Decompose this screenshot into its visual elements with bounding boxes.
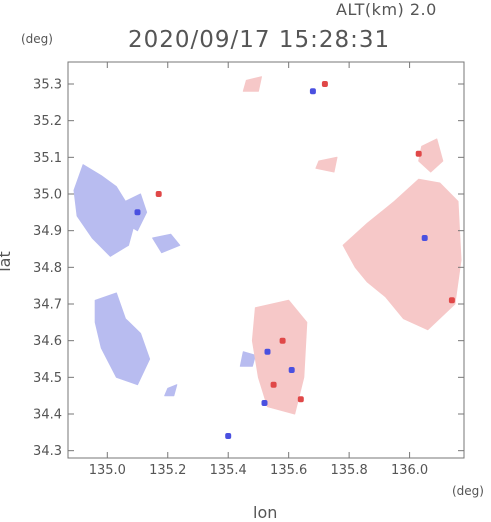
x-tick-label: 136.0 bbox=[391, 463, 428, 478]
echo-speckle-strong-receding bbox=[279, 337, 286, 344]
echo-speckle-strong-approaching bbox=[421, 235, 428, 241]
echo-speckle-strong-receding bbox=[448, 297, 455, 304]
y-tick-label: 34.8 bbox=[33, 261, 62, 276]
y-tick-label: 34.3 bbox=[33, 444, 62, 459]
x-tick-label: 135.2 bbox=[149, 463, 186, 478]
altitude-label: ALT(km) 2.0 bbox=[336, 0, 437, 19]
echo-region-receding bbox=[342, 178, 462, 331]
x-tick-label: 135.6 bbox=[270, 463, 307, 478]
x-tick-label: 135.0 bbox=[89, 463, 126, 478]
y-tick-label: 34.9 bbox=[33, 224, 62, 239]
echo-speckle-strong-receding bbox=[155, 191, 162, 197]
echo-speckle-strong-approaching bbox=[309, 88, 316, 95]
y-tick-label: 34.7 bbox=[33, 298, 62, 313]
y-tick-label: 35.1 bbox=[33, 151, 62, 166]
x-tick-label: 135.4 bbox=[210, 463, 247, 478]
x-axis-unit: (deg) bbox=[452, 484, 484, 498]
plot-frame bbox=[67, 61, 465, 459]
echo-region-receding bbox=[315, 156, 338, 173]
echo-speckle-strong-approaching bbox=[134, 209, 141, 216]
axis-layer: 135.0 135.2 135.4 135.6 135.8 136.0 34.3 34.4 34… bbox=[33, 62, 464, 478]
echo-speckle-strong-receding bbox=[297, 396, 304, 403]
echo-region-approaching bbox=[164, 384, 178, 397]
echo-region-receding bbox=[251, 299, 308, 415]
echo-speckle-strong-approaching bbox=[261, 400, 268, 406]
echo-speckle-strong-approaching bbox=[288, 367, 295, 373]
echo-speckle-strong-receding bbox=[321, 81, 328, 87]
echo-region-approaching bbox=[152, 233, 181, 254]
echo-region-receding bbox=[418, 138, 444, 173]
echo-region-receding bbox=[242, 76, 262, 92]
y-tick-label: 35.2 bbox=[33, 114, 62, 129]
y-tick-label: 35.0 bbox=[33, 188, 62, 203]
y-tick-label: 35.3 bbox=[33, 78, 62, 93]
echo-speckle-strong-receding bbox=[415, 150, 422, 157]
timestamp-title: 2020/09/17 15:28:31 bbox=[128, 27, 391, 53]
echo-speckle-strong-approaching bbox=[225, 433, 232, 439]
data-layer bbox=[73, 76, 462, 439]
y-tick-label: 34.5 bbox=[33, 371, 62, 386]
echo-speckle-strong-receding bbox=[270, 381, 277, 388]
x-tick-label: 135.8 bbox=[331, 463, 368, 478]
y-tick-label: 34.6 bbox=[33, 334, 62, 349]
echo-speckle-strong-approaching bbox=[264, 348, 271, 355]
echo-region-approaching bbox=[239, 351, 256, 367]
echo-region-approaching bbox=[94, 292, 151, 386]
x-axis-title: lon bbox=[253, 503, 278, 522]
y-tick-label: 34.4 bbox=[33, 408, 62, 423]
y-axis-unit: (deg) bbox=[21, 32, 53, 46]
